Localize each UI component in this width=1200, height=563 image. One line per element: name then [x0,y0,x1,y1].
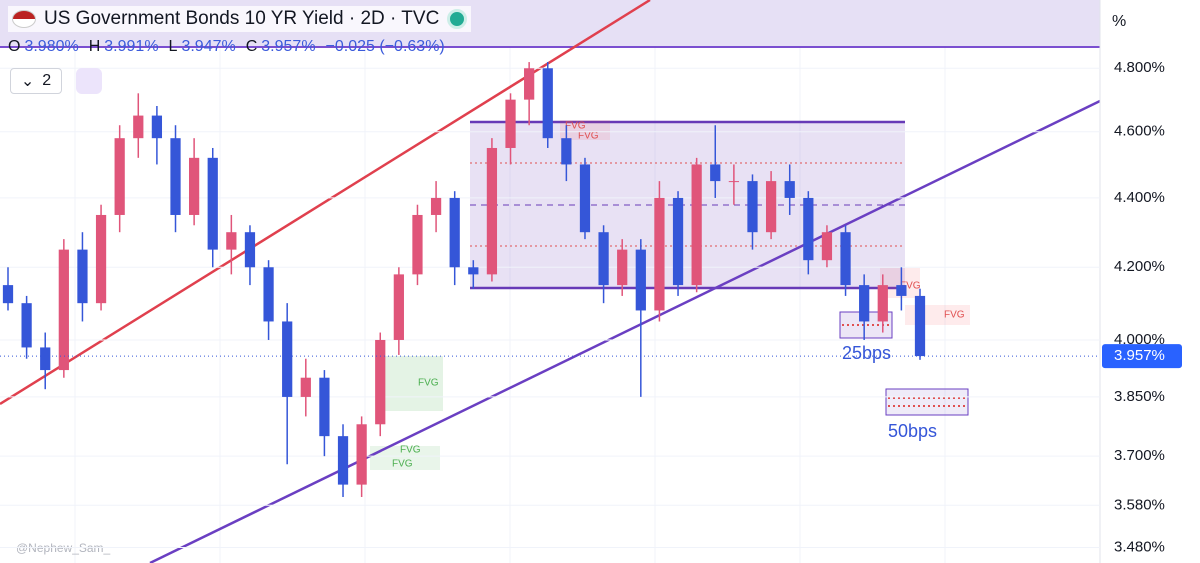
candle-body [579,164,591,233]
interval-value: 2 [42,72,52,89]
candle-body [337,436,349,485]
candle-body [449,197,460,268]
candle-body [914,295,926,357]
candle-body [672,197,684,286]
candle-body [95,214,107,304]
candle-body [189,157,200,215]
candle-body [747,181,758,233]
ohlc-value: 3.947% [181,38,236,55]
candle-body [468,267,479,275]
candle-body [226,232,237,250]
y-tick-label: 4.400% [1114,189,1165,206]
candle-body [728,181,739,183]
y-tick-label: 3.850% [1114,388,1165,405]
y-tick-label: 3.580% [1114,496,1165,513]
y-tick-label: 4.200% [1114,258,1165,275]
candle-body [170,138,181,215]
candle-body [40,347,51,371]
candle-body [710,164,721,182]
candle-body [765,181,777,233]
ohlc-key: H [88,38,101,55]
fvg-label: FVG [900,281,921,292]
status-dot [447,9,468,29]
candle-body [207,157,218,250]
ohlc-value: 3.957% [261,38,316,55]
candle-body [877,285,888,322]
trend-line [149,99,1101,563]
watermark: @Nephew_Sam_ [16,541,111,555]
candle-body [300,377,311,397]
candle-body [617,249,628,286]
candle-body [803,197,814,261]
range-box [470,122,905,288]
candle-body [691,164,702,286]
header: US Government Bonds 10 YR Yield · 2D · T… [8,6,472,32]
candle-body [654,197,665,311]
fvg-label: FVG [400,445,421,456]
candle-body [598,232,609,286]
y-tick-label: 4.000% [1114,331,1165,348]
target-box [885,388,969,416]
candle-body [21,303,32,348]
ohlc-legend: O 3.980% H 3.991% L 3.947% C 3.957% −0.025 (−0.6… [8,38,451,56]
y-tick-label: 3.700% [1114,447,1165,464]
candle-body [486,147,498,275]
candle-body [561,138,572,165]
fvg-label: FVG [392,459,413,470]
ohlc-change: −0.025 (−0.63%) [325,38,445,55]
candle-body [151,115,163,139]
candle-body [821,232,833,261]
axis-unit: % [1112,13,1126,30]
candle-body [319,377,330,437]
y-tick-label: 4.800% [1114,59,1165,76]
candle-body [375,339,386,425]
annotation: 50bps [888,421,937,441]
fvg-zone [560,120,610,140]
flag-icon [12,10,36,28]
candle-body [114,138,125,215]
candle-body [77,249,88,304]
sync-button[interactable] [76,68,102,94]
candle-body [505,99,516,148]
y-tick-label: 3.480% [1114,538,1165,555]
ohlc-key: O [8,38,21,55]
ohlc-key: C [245,38,258,55]
trend-line [0,0,651,406]
candle-body [896,285,907,296]
candle-body [840,232,851,286]
candle-body [859,285,870,322]
candle-body [412,214,423,275]
interval-button[interactable]: ⌄ 2 [10,68,62,94]
candle-body [430,197,442,215]
candle-body [133,115,144,139]
candle-body [784,181,795,198]
ohlc-value: 3.991% [104,38,159,55]
plot [0,62,1100,549]
fvg-zone [378,356,443,411]
candle-body [244,232,256,268]
candle-body [524,68,535,100]
fvg-label: FVG [565,121,586,132]
candle-body [2,285,14,304]
last-price-tag [1102,344,1182,369]
ohlc-key: L [168,38,178,55]
fvg-label: FVG [944,310,965,321]
candle-body [635,249,646,311]
candle-body [263,267,274,322]
annotation: 25bps [842,343,891,363]
candle-body [58,249,69,371]
chevron: ⌄ [20,73,35,90]
ohlc-value: 3.980% [24,38,79,55]
fvg-label: FVG [578,131,599,142]
fvg-label: FVG [418,378,439,389]
candle-body [282,321,293,397]
candle-body [542,68,553,139]
candle-body [393,274,404,340]
candle-body [356,424,367,485]
y-tick-label: 4.600% [1114,123,1165,140]
last-price-label: 3.957% [1114,347,1165,364]
symbol-title: US Government Bonds 10 YR Yield · 2D · T… [44,8,440,29]
